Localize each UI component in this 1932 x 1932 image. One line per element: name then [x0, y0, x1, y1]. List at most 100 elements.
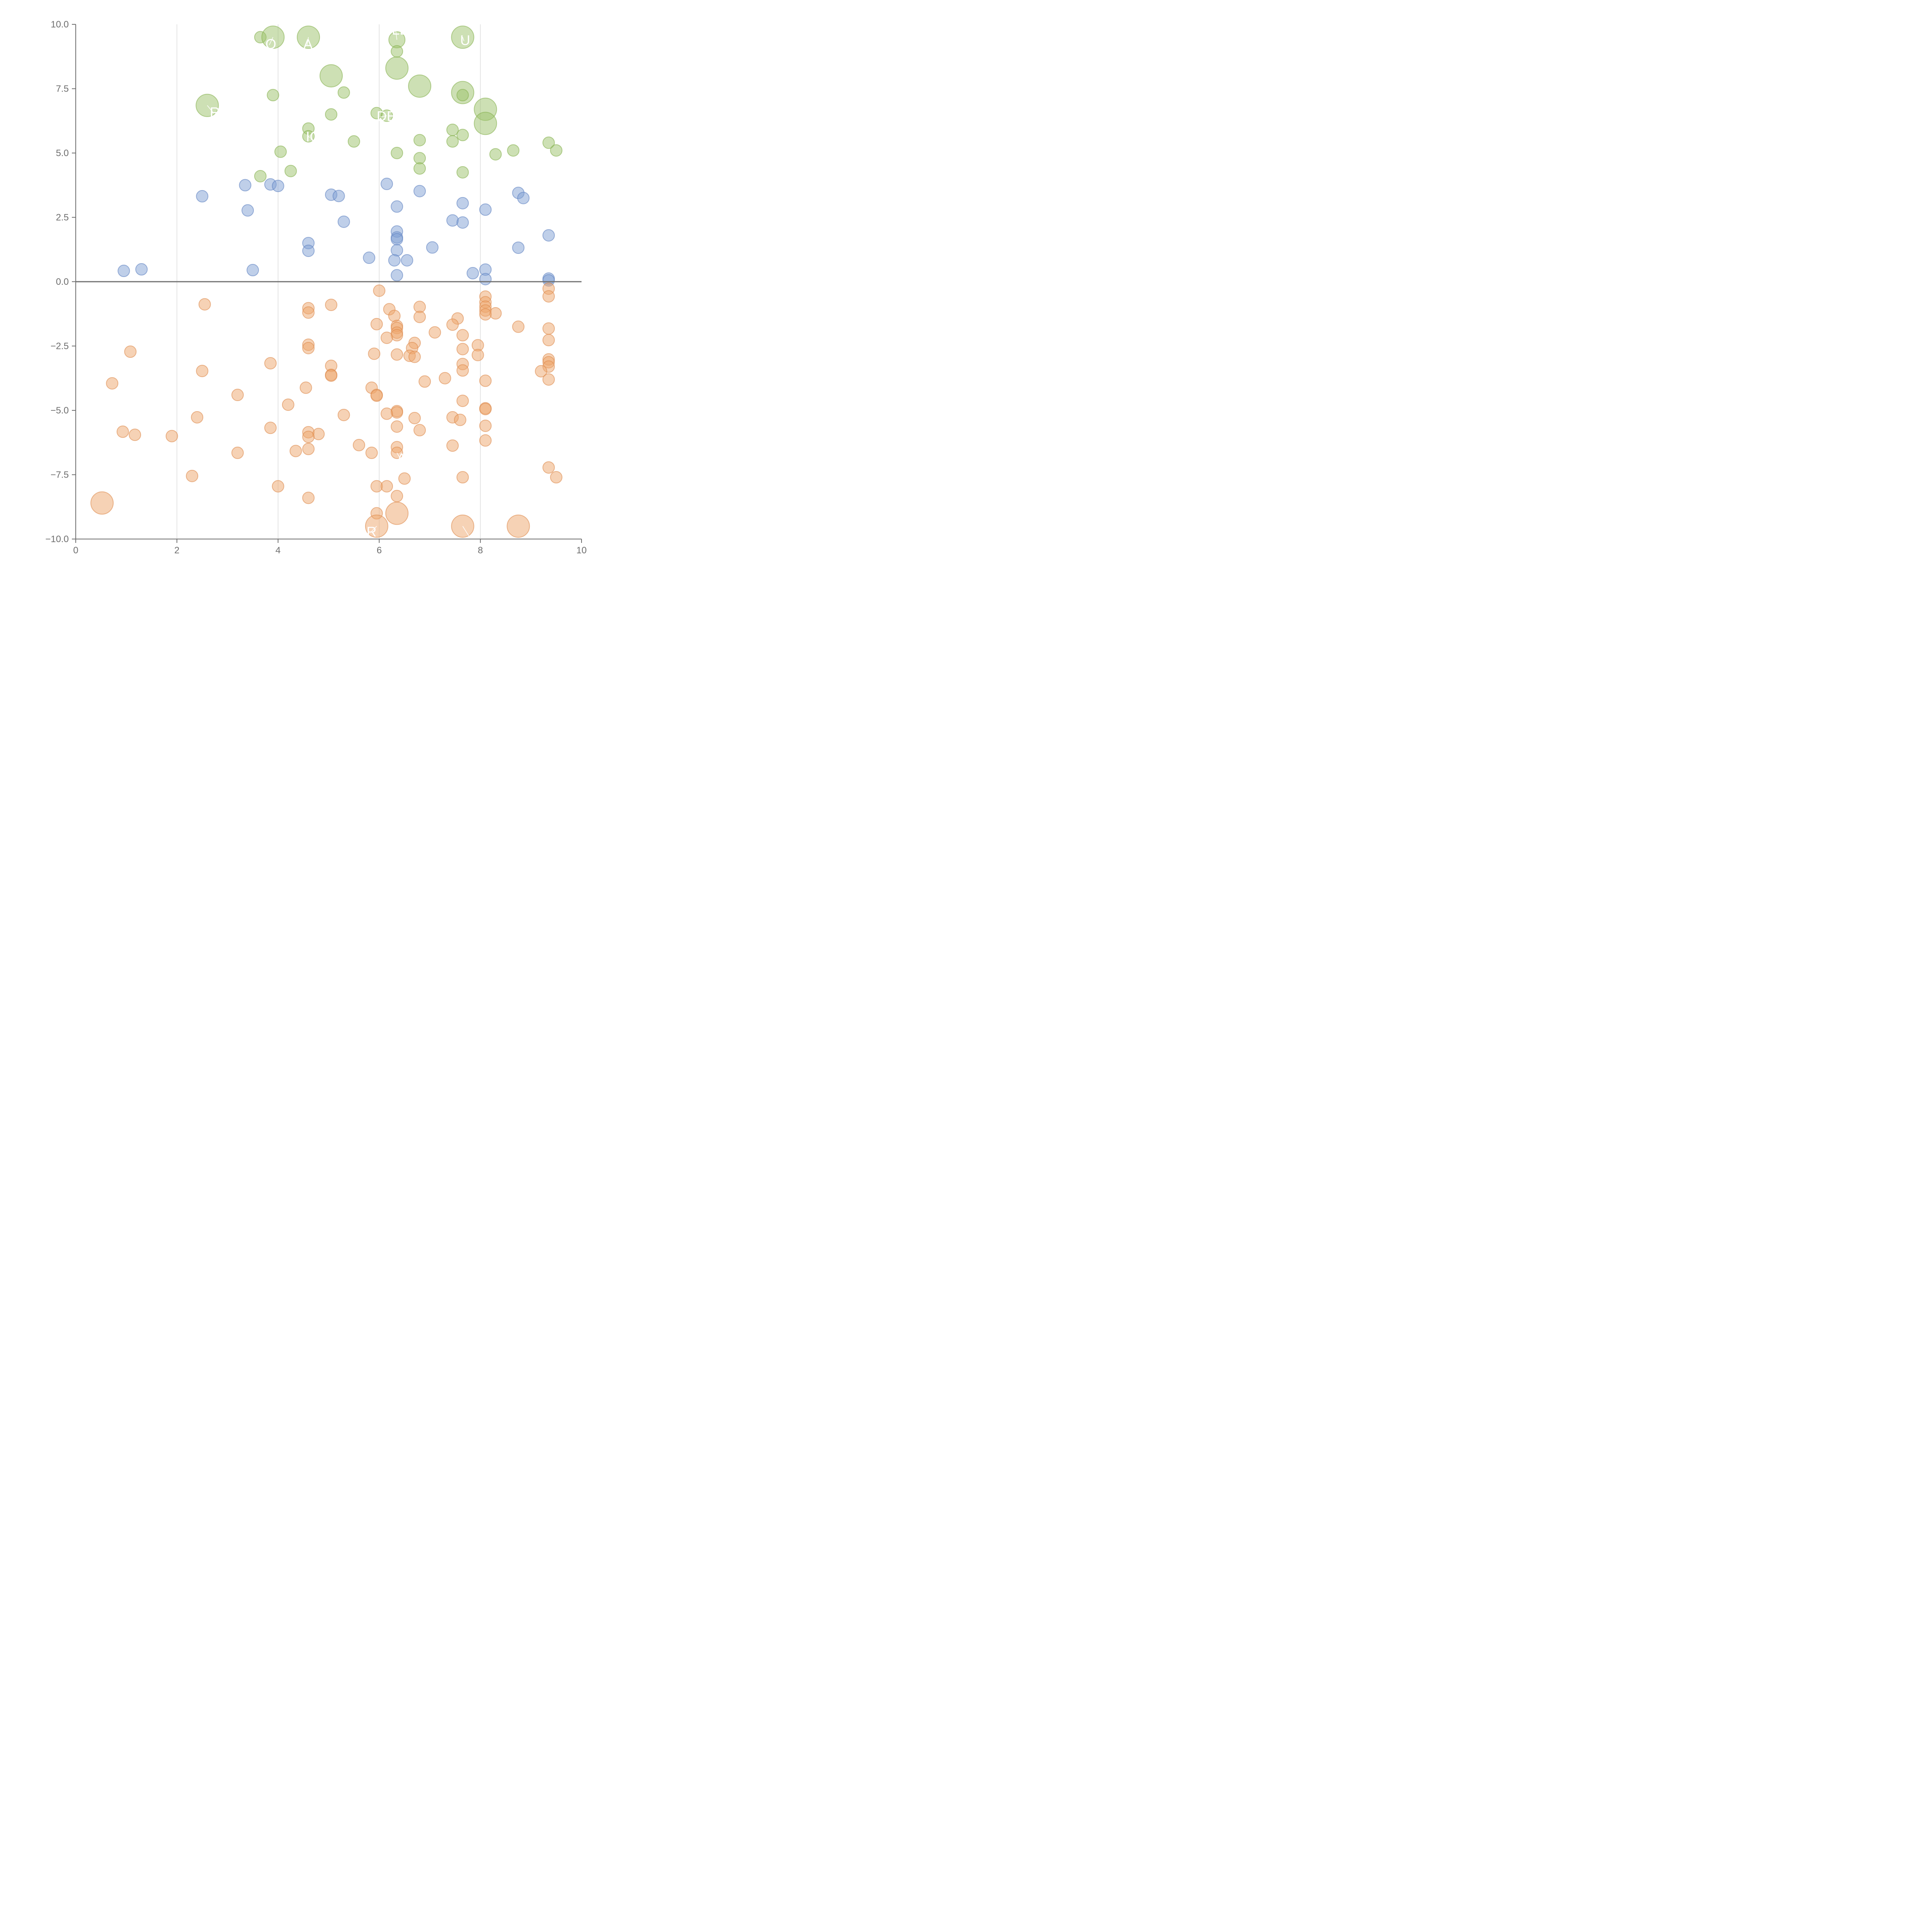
- green-bubble: [267, 89, 279, 102]
- orange-bubble: [302, 442, 315, 455]
- bubble-label: U: [460, 32, 470, 48]
- green-bubble: [550, 144, 563, 157]
- orange-bubble: [542, 334, 555, 347]
- green-bubble: [474, 112, 497, 135]
- blue-bubble: [517, 192, 530, 204]
- green-bubble: [542, 136, 555, 149]
- orange-bubble: [272, 480, 284, 493]
- orange-bubble: [479, 419, 492, 432]
- bubble-label: A: [397, 451, 406, 466]
- blue-bubble: [363, 252, 376, 264]
- leader-line: [380, 115, 387, 117]
- orange-bubble: [264, 422, 277, 434]
- leader-line: [207, 105, 214, 114]
- blue-bubble: [479, 273, 492, 286]
- y-tick-label: 7.5: [56, 84, 69, 94]
- y-tick-label: −7.5: [51, 470, 69, 480]
- orange-bubble: [535, 365, 548, 378]
- green-bubble: [413, 134, 426, 146]
- orange-bubble: [550, 471, 563, 484]
- orange-bubble: [302, 342, 315, 354]
- orange-bubble: [370, 318, 383, 330]
- green-bubble: [456, 129, 469, 141]
- green-bubble: [320, 64, 343, 88]
- blue-bubble: [332, 190, 345, 202]
- orange-bubble: [365, 446, 378, 459]
- orange-bubble: [370, 389, 383, 402]
- blue-bubble: [413, 185, 426, 197]
- orange-bubble: [191, 411, 204, 423]
- bubble-label: DE: [377, 108, 396, 124]
- orange-bubble: [368, 347, 381, 360]
- green-bubble: [254, 170, 267, 182]
- x-tick-label: 6: [377, 545, 382, 556]
- orange-bubble: [106, 377, 119, 390]
- blue-bubble: [388, 254, 401, 267]
- orange-bubble: [507, 514, 530, 538]
- x-tick-label: 10: [577, 545, 587, 556]
- orange-bubble: [391, 348, 403, 361]
- y-tick-label: 0.0: [56, 277, 69, 287]
- orange-bubble: [446, 318, 459, 331]
- orange-bubble: [391, 420, 403, 433]
- blue-bubble: [456, 197, 469, 209]
- bubble-label: R: [367, 524, 377, 539]
- orange-bubble: [542, 322, 555, 335]
- orange-bubble: [418, 375, 431, 388]
- blue-bubble: [117, 265, 130, 277]
- orange-bubble: [542, 373, 555, 386]
- blue-bubble: [391, 233, 403, 246]
- y-tick-label: 10.0: [51, 19, 69, 30]
- leader-line: [396, 452, 401, 459]
- blue-bubble: [272, 180, 284, 192]
- orange-bubble: [391, 406, 403, 419]
- orange-bubble: [391, 329, 403, 342]
- orange-bubble: [90, 491, 114, 515]
- orange-bubble: [289, 445, 302, 457]
- orange-bubble: [429, 326, 441, 339]
- orange-bubble: [398, 472, 411, 485]
- orange-bubble: [413, 424, 426, 437]
- orange-bubble: [325, 369, 338, 382]
- axes: 10.0 7.5 5.0 2.5 0.0 −2.5 −5.0 −7.5 −10.0 0 2 4 6 8 10: [45, 19, 587, 556]
- blue-bubble: [302, 245, 315, 257]
- leader-line: [462, 37, 464, 41]
- blue-bubble: [337, 215, 350, 228]
- orange-bubble: [264, 357, 277, 370]
- orange-bubble: [391, 490, 403, 502]
- leader-line: [370, 526, 377, 533]
- x-tick-label: 4: [276, 545, 281, 556]
- blue-bubble: [239, 179, 252, 192]
- leader-line: [395, 31, 397, 40]
- orange-bubble: [373, 284, 386, 297]
- orange-bubble: [456, 471, 469, 484]
- orange-bubble: [413, 311, 426, 323]
- bubble-label: R: [210, 104, 220, 120]
- blue-bubble: [466, 267, 479, 280]
- orange-bubble: [542, 461, 555, 474]
- orange-bubble: [325, 298, 338, 311]
- blue-bubble: [401, 254, 413, 267]
- blue-bubble: [135, 263, 148, 276]
- blue-bubble: [391, 269, 403, 282]
- blue-bubble: [242, 204, 254, 217]
- x-tick-label: 2: [174, 545, 179, 556]
- bubble-label: A: [303, 36, 313, 52]
- green-bubble: [284, 165, 297, 177]
- green-bubble: [408, 74, 432, 98]
- orange-bubble: [479, 374, 492, 387]
- green-bubble: [274, 145, 287, 158]
- orange-bubble: [512, 320, 525, 333]
- green-bubble: [456, 89, 469, 102]
- orange-bubble: [454, 413, 466, 426]
- green-bubble: [337, 86, 350, 99]
- orange-bubble: [337, 408, 350, 421]
- blue-bubble: [446, 214, 459, 227]
- leader-line: [269, 37, 274, 45]
- orange-bubble: [186, 469, 199, 482]
- y-tick-label: 2.5: [56, 213, 69, 223]
- leader-line: [462, 526, 472, 541]
- orange-bubble: [439, 372, 451, 384]
- orange-bubble: [165, 430, 178, 442]
